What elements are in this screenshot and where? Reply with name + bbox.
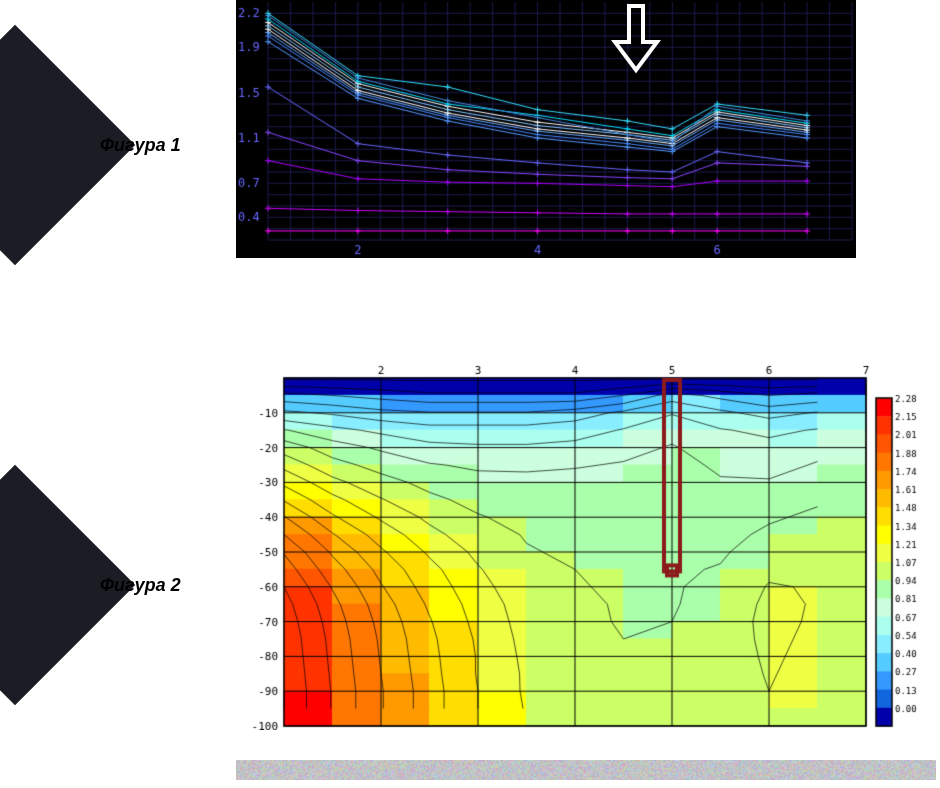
figure1-label-block: Фигура 1 <box>0 90 220 200</box>
figure1-wrap <box>236 0 856 258</box>
figure2-label: Фигура 2 <box>100 575 181 596</box>
noise-canvas <box>236 760 936 780</box>
figure2-wrap <box>236 360 936 730</box>
contour-plot <box>236 360 936 730</box>
down-arrow-icon <box>611 4 661 74</box>
line-chart <box>236 0 856 258</box>
figure2-label-block: Фигура 2 <box>0 530 220 640</box>
figure1-label: Фигура 1 <box>100 135 181 156</box>
noise-strip <box>236 760 936 780</box>
